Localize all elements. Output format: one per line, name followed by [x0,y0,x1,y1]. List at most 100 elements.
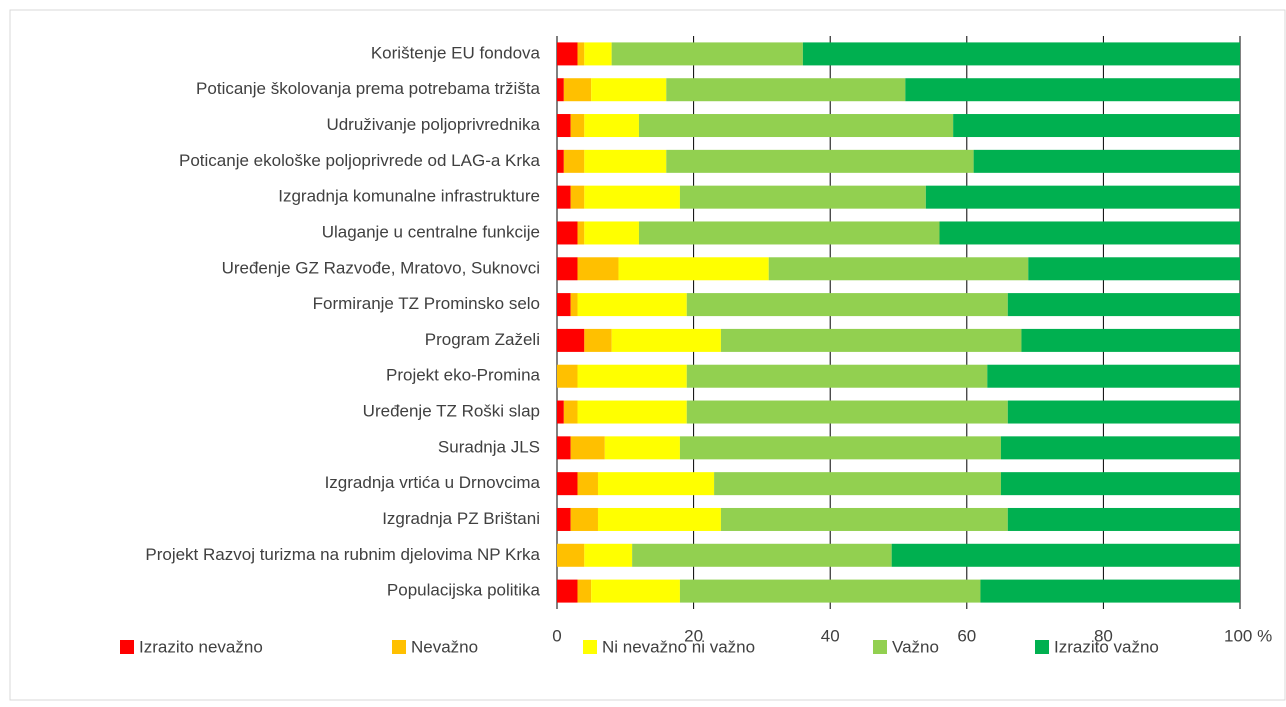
x-tick-label: 0 [552,626,561,645]
bar-segment [632,543,892,567]
bar-segment [666,149,974,173]
bar-segment [720,507,1008,531]
bar-segment [686,400,1008,424]
bar-segment [679,436,1001,460]
bar-segment [584,328,612,352]
bar-segment [577,400,687,424]
bar-segment [597,472,715,496]
bar-segment [577,257,619,281]
bar-segment [714,472,1001,496]
bar-segment [557,436,571,460]
bar-segment [679,579,981,603]
bar-segment [557,149,564,173]
y-tick-label: Populacijska politika [387,581,541,600]
legend-swatch [583,640,597,654]
bar-segment [1000,436,1240,460]
bar-segment [584,185,680,209]
bar-segment [557,221,578,245]
bar-segment [557,507,571,531]
legend-swatch [1035,640,1049,654]
legend-swatch [873,640,887,654]
y-tick-label: Izgradnja PZ Brištani [382,509,540,528]
bar-segment [611,328,721,352]
legend-label: Važno [892,637,939,656]
y-tick-label: Uređenje GZ Razvođe, Mratovo, Suknovci [222,258,540,277]
bar-segment [584,543,633,567]
bar-segment [577,579,592,603]
y-tick-label: Projekt eko-Promina [386,366,541,385]
bar-segment [768,257,1029,281]
legend-label: Nevažno [411,637,478,656]
bar-segment [720,328,1022,352]
bar-segment [577,221,585,245]
x-tick-label: 20 [684,626,703,645]
bar-segment [557,114,571,138]
legend-swatch [392,640,406,654]
bar-segment [973,149,1240,173]
y-tick-label: Projekt Razvoj turizma na rubnim djelovi… [145,545,540,564]
bar-segment [557,328,585,352]
bar-segment [679,185,926,209]
bar-segment [557,185,571,209]
bar-segment [584,114,639,138]
bar-segment [1028,257,1240,281]
bar-segment [557,293,571,317]
x-tick-label: 60 [957,626,976,645]
bar-segment [686,293,1008,317]
y-tick-label: Formiranje TZ Prominsko selo [313,294,540,313]
bar-segment [557,364,578,388]
x-tick-label: 40 [821,626,840,645]
y-tick-label: Uređenje TZ Roški slap [363,402,540,421]
bar-segment [618,257,769,281]
bar-segment [591,78,667,102]
y-tick-label: Izgradnja vrtića u Drnovcima [325,473,541,492]
legend-label: Izrazito nevažno [139,637,263,656]
x-tick-label: 100 % [1224,626,1272,645]
bar-segment [686,364,988,388]
legend-label: Ni nevažno ni važno [602,637,755,656]
bar-segment [980,579,1240,603]
bar-segment [939,221,1240,245]
bar-segment [987,364,1240,388]
bar-segment [557,579,578,603]
y-tick-label: Izgradnja komunalne infrastrukture [278,187,540,206]
bar-segment [563,78,592,102]
bar-segment [557,400,564,424]
bar-segment [584,42,612,66]
bar-segment [591,579,680,603]
bar-segment [570,114,585,138]
legend-swatch [120,640,134,654]
bar-segment [802,42,1240,66]
legend-label: Izrazito važno [1054,637,1159,656]
y-tick-label: Suradnja JLS [438,437,540,456]
y-tick-label: Poticanje školovanja prema potrebama trž… [196,79,540,98]
y-tick-label: Udruživanje poljoprivrednika [326,115,540,134]
bar-segment [953,114,1240,138]
bar-segment [557,257,578,281]
bar-segment [570,293,578,317]
bar-segment [891,543,1240,567]
bar-segment [1007,293,1240,317]
bar-segment [577,42,585,66]
bar-segment [1007,507,1240,531]
bar-segment [557,472,578,496]
bar-segment [925,185,1240,209]
bar-segment [666,78,906,102]
bar-segment [905,78,1240,102]
bar-segment [1007,400,1240,424]
bar-segment [1000,472,1240,496]
bar-segment [563,400,578,424]
bar-segment [563,149,585,173]
bar-segment [611,42,803,66]
bar-segment [584,149,667,173]
bar-segment [1021,328,1240,352]
bar-segment [557,543,585,567]
bar-segment [577,472,598,496]
bar-segment [584,221,639,245]
bar-segment [557,42,578,66]
bar-segment [638,114,954,138]
y-tick-label: Korištenje EU fondova [371,43,541,62]
y-tick-label: Poticanje ekološke poljoprivrede od LAG-… [179,151,541,170]
bar-segment [557,78,564,102]
